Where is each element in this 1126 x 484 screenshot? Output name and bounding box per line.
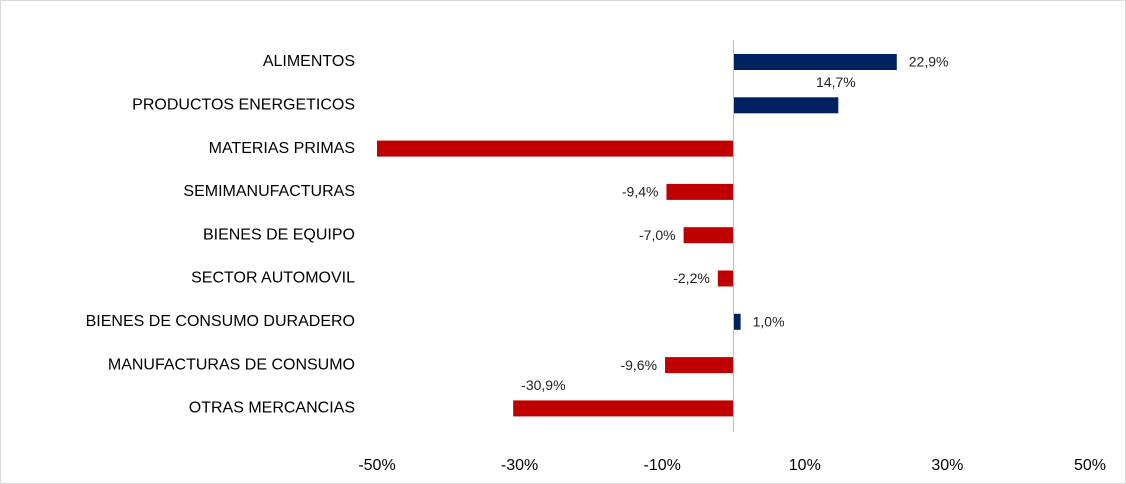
value-label: 1,0% (753, 314, 785, 330)
x-tick-label: -50% (358, 457, 395, 474)
value-label: -7,0% (639, 227, 676, 243)
y-tick-label: OTRAS MERCANCIAS (189, 400, 355, 417)
x-tick-label: -30% (501, 457, 538, 474)
bar (733, 54, 897, 70)
y-tick-label: SEMIMANUFACTURAS (183, 183, 355, 200)
bar (377, 140, 734, 157)
bar (666, 183, 734, 200)
y-tick-label: ALIMENTOS (263, 53, 355, 70)
bar (683, 227, 734, 244)
x-tick-label: -10% (644, 457, 681, 474)
bar (717, 270, 734, 287)
y-tick-label: BIENES DE EQUIPO (203, 226, 355, 243)
bar (665, 357, 734, 374)
bar (733, 313, 741, 330)
bar (513, 400, 734, 417)
x-tick-label: 30% (931, 457, 963, 474)
value-label: -9,6% (620, 357, 657, 373)
y-tick-label: MANUFACTURAS DE CONSUMO (108, 356, 355, 373)
x-tick-label: 10% (789, 457, 821, 474)
y-tick-label: PRODUCTOS ENERGETICOS (132, 97, 355, 114)
y-tick-label: MATERIAS PRIMAS (209, 140, 355, 157)
value-label: 22,9% (909, 54, 949, 70)
y-tick-label: SECTOR AUTOMOVIL (191, 270, 355, 287)
x-tick-label: 50% (1074, 457, 1106, 474)
value-label: -2,2% (673, 270, 710, 286)
value-label: -9,4% (622, 184, 659, 200)
y-tick-label: BIENES DE CONSUMO DURADERO (86, 313, 355, 330)
value-label: 14,7% (816, 74, 856, 90)
value-label: -30,9% (521, 377, 565, 393)
bar (733, 97, 839, 114)
